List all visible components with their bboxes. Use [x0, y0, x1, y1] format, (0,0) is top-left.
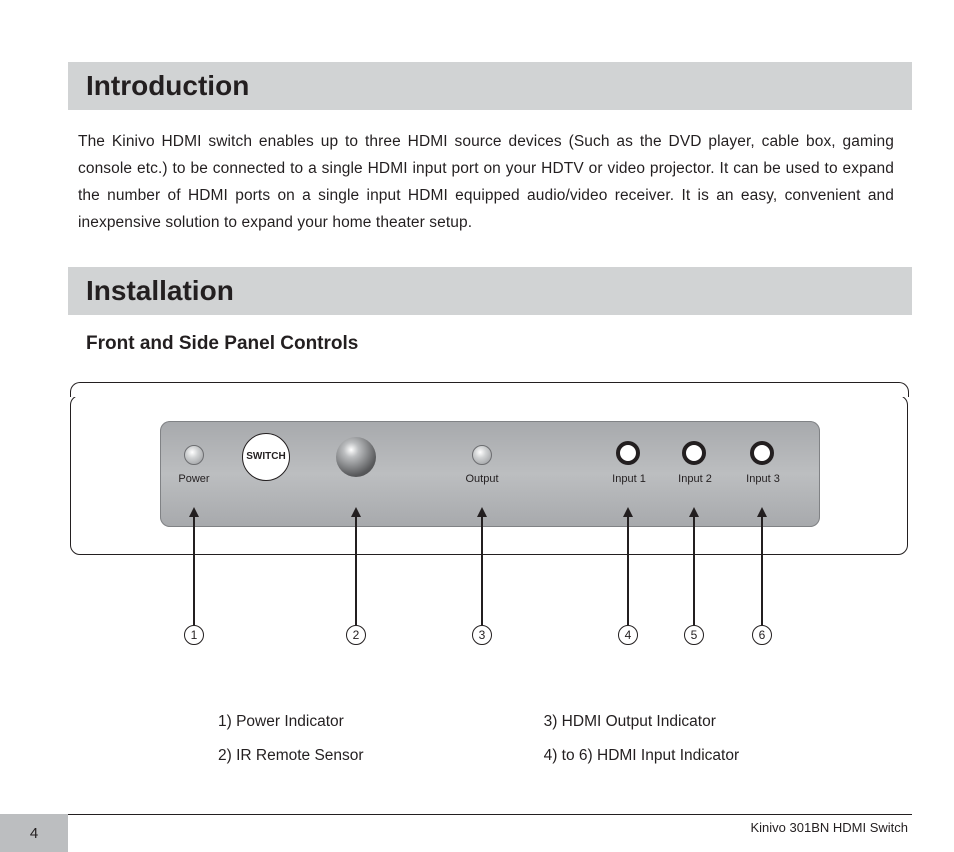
power-led-icon — [184, 445, 204, 465]
diagram-legend: 1) Power Indicator 2) IR Remote Sensor 3… — [68, 695, 912, 773]
input1-led-icon — [616, 441, 640, 465]
callout-arrow-6 — [757, 507, 767, 517]
callout-line-4 — [627, 517, 629, 625]
manual-page: Introduction The Kinivo HDMI switch enab… — [0, 0, 954, 852]
legend-item-1: 1) Power Indicator — [218, 705, 364, 739]
callout-line-1 — [193, 517, 195, 625]
switch-button-icon: SWITCH — [242, 433, 290, 481]
page-number: 4 — [0, 814, 68, 852]
input3-label: Input 3 — [742, 473, 784, 485]
content-area: Introduction The Kinivo HDMI switch enab… — [0, 0, 954, 773]
legend-col-2: 3) HDMI Output Indicator 4) to 6) HDMI I… — [544, 705, 740, 773]
page-footer: 4 Kinivo 301BN HDMI Switch — [0, 814, 954, 852]
callout-line-5 — [693, 517, 695, 625]
output-label: Output — [460, 473, 504, 485]
front-panel-diagram: Power SWITCH Output Input 1 Input 2 — [70, 375, 910, 675]
legend-item-3: 3) HDMI Output Indicator — [544, 705, 740, 739]
callout-arrow-3 — [477, 507, 487, 517]
callout-arrow-4 — [623, 507, 633, 517]
input2-label: Input 2 — [674, 473, 716, 485]
callout-arrow-1 — [189, 507, 199, 517]
footer-rule — [68, 814, 912, 815]
input1-label: Input 1 — [608, 473, 650, 485]
intro-title: Introduction — [86, 70, 894, 102]
callout-circle-4: 4 — [618, 625, 638, 645]
install-title: Installation — [86, 275, 894, 307]
power-label: Power — [174, 473, 214, 485]
callout-circle-3: 3 — [472, 625, 492, 645]
legend-item-2: 2) IR Remote Sensor — [218, 739, 364, 773]
legend-item-4: 4) to 6) HDMI Input Indicator — [544, 739, 740, 773]
intro-paragraph: The Kinivo HDMI switch enables up to thr… — [68, 128, 912, 237]
callout-arrow-5 — [689, 507, 699, 517]
legend-col-1: 1) Power Indicator 2) IR Remote Sensor — [218, 705, 364, 773]
callout-line-2 — [355, 517, 357, 625]
footer-product-name: Kinivo 301BN HDMI Switch — [751, 820, 909, 835]
ir-sensor-icon — [336, 437, 376, 477]
callout-circle-6: 6 — [752, 625, 772, 645]
callout-line-3 — [481, 517, 483, 625]
switch-label: SWITCH — [246, 451, 285, 462]
front-panel: Power SWITCH Output Input 1 Input 2 — [160, 421, 820, 527]
callout-arrow-2 — [351, 507, 361, 517]
heading-installation: Installation — [68, 267, 912, 315]
output-led-icon — [472, 445, 492, 465]
callout-line-6 — [761, 517, 763, 625]
callout-circle-1: 1 — [184, 625, 204, 645]
heading-introduction: Introduction — [68, 62, 912, 110]
input3-led-icon — [750, 441, 774, 465]
sub-heading: Front and Side Panel Controls — [68, 333, 912, 355]
callout-circle-5: 5 — [684, 625, 704, 645]
callout-circle-2: 2 — [346, 625, 366, 645]
input2-led-icon — [682, 441, 706, 465]
